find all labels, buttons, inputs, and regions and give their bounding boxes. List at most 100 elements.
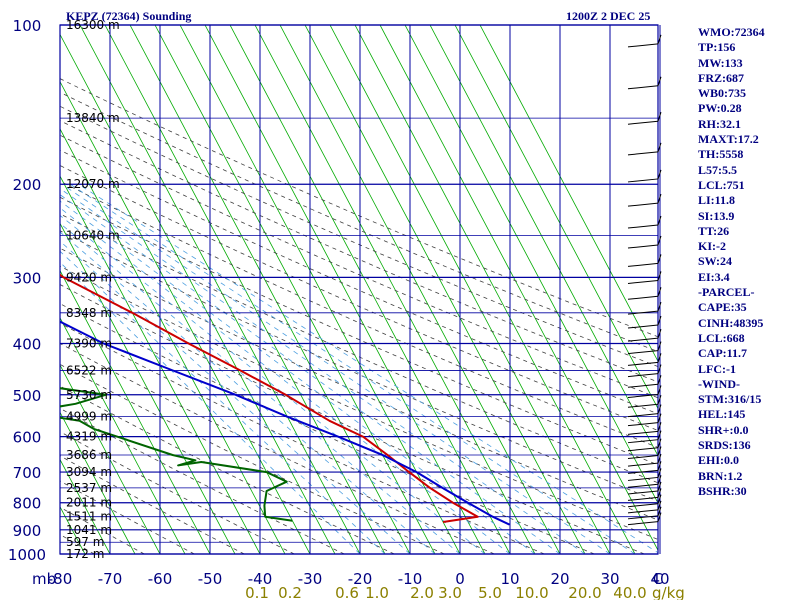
wind-barb-shaft — [627, 324, 659, 329]
isotherm-line — [354, 25, 636, 554]
wind-barb-feather — [657, 254, 662, 264]
wind-barb-feather — [657, 315, 662, 326]
temperature-tick-label: -80 — [48, 570, 73, 588]
wind-barb-feather — [657, 112, 662, 122]
wind-barb-shaft — [627, 509, 659, 514]
isotherm-line — [60, 458, 111, 554]
isotherm-line — [379, 25, 658, 552]
wind-barb-feather — [657, 488, 662, 498]
wind-barb-feather — [657, 235, 662, 246]
moist-adiabat-line — [61, 183, 611, 554]
isotherm-line — [60, 175, 261, 554]
wind-barb-shaft — [627, 430, 659, 435]
sounding-index-item: MAXT:17.2 — [698, 132, 759, 147]
wind-barb-feather — [657, 329, 662, 339]
sounding-index-item: CINH:48395 — [698, 315, 764, 330]
wind-barb-shaft — [627, 383, 659, 388]
isotherm-line — [404, 25, 658, 504]
moist-adiabat-line — [60, 194, 561, 554]
isotherm-line — [479, 25, 658, 363]
wind-barb-shaft — [627, 178, 659, 183]
sounding-index-item: LCL:668 — [698, 330, 745, 345]
wind-barbs — [627, 34, 662, 526]
wind-barb-shaft — [627, 439, 659, 444]
sounding-index-item: HEL:145 — [698, 407, 746, 422]
wind-barb-feather — [657, 512, 662, 522]
sounding-index-item: STM:316/15 — [698, 392, 762, 407]
wind-barb-shaft — [627, 224, 659, 229]
height-label: 9420 m — [66, 270, 112, 284]
height-label: 4999 m — [66, 410, 112, 424]
sounding-index-item: MW:133 — [698, 55, 743, 70]
sounding-index-item: BRN:1.2 — [698, 468, 743, 483]
isotherm-line — [204, 25, 486, 554]
sounding-index-item: CAP:11.7 — [698, 346, 747, 361]
mixing-ratio-unit-label: g/kg — [652, 584, 685, 600]
wind-barb-shaft — [627, 422, 659, 427]
pressure-tick-label: 900 — [13, 522, 42, 540]
mixing-ratio-label: 3.0 — [438, 584, 462, 600]
wind-barb-feather — [657, 395, 662, 405]
sounding-index-item: TT:26 — [698, 223, 730, 238]
height-label: 3094 m — [66, 465, 112, 479]
sounding-index-item: CAPE:35 — [698, 300, 747, 315]
wind-barb-shaft — [627, 496, 659, 501]
isotherm-line — [179, 25, 461, 554]
temperature-tick-label: -40 — [248, 570, 273, 588]
wind-barb-shaft — [627, 455, 659, 460]
height-label: 16300 m — [66, 18, 120, 32]
wind-barb-feather — [657, 453, 662, 464]
pressure-tick-label: 700 — [13, 464, 42, 482]
temperature-tick-label: C — [653, 570, 663, 588]
wind-barb-feather — [657, 461, 662, 471]
parcel-profile-line — [60, 320, 510, 526]
wind-barb-feather — [657, 353, 662, 363]
wind-barb-feather — [657, 385, 662, 395]
wind-barb-shaft — [627, 469, 659, 474]
wind-barb-feather — [657, 271, 662, 281]
mixing-ratio-label: 2.0 — [410, 584, 434, 600]
wind-barb-feather — [657, 287, 662, 297]
sounding-index-item: TP:156 — [698, 40, 736, 55]
wind-barb-shaft — [627, 244, 659, 249]
pressure-tick-label: 600 — [13, 429, 42, 447]
height-label: 8348 m — [66, 306, 112, 320]
isotherm-line — [454, 25, 658, 410]
pressure-tick-label: 1000 — [8, 546, 46, 564]
height-label: 3686 m — [66, 448, 112, 462]
profile-lines — [60, 273, 510, 526]
temperature-tick-label: -70 — [98, 570, 123, 588]
wind-barb-feather — [657, 475, 662, 485]
sounding-index-item: -PARCEL- — [698, 285, 755, 300]
sounding-index-item: KI:-2 — [698, 239, 726, 254]
wind-barb-shaft — [627, 202, 659, 207]
sounding-index-item: WB0:735 — [698, 86, 746, 101]
isotherm-line — [104, 25, 386, 554]
height-label: 2537 m — [66, 481, 112, 495]
height-label: 5730 m — [66, 388, 112, 402]
temperature-tick-label: 10 — [500, 570, 519, 588]
sounding-index-item: LI:11.8 — [698, 193, 736, 208]
moist-adiabat-line — [60, 240, 411, 554]
wind-barb-shaft — [627, 483, 659, 488]
sounding-index-item: LFC:-1 — [698, 361, 736, 376]
wind-barb-feather — [657, 494, 662, 504]
wind-barb-feather — [657, 375, 662, 385]
isotherm-line — [60, 316, 186, 554]
wind-barb-shaft — [627, 462, 659, 467]
pressure-tick-label: 500 — [13, 387, 42, 405]
temperature-tick-label: 40 — [650, 570, 669, 588]
temperature-tick-label: -50 — [198, 570, 223, 588]
pressure-tick-label: 800 — [13, 495, 42, 513]
wind-barb-shaft — [627, 151, 659, 156]
mixing-ratio-label: 40.0 — [613, 584, 646, 600]
isotherm-line — [304, 25, 586, 554]
isotherm-line — [0, 25, 10, 554]
pressure-temperature-grid — [59, 24, 661, 555]
pressure-tick-label: 100 — [13, 17, 42, 35]
isotherm-line — [154, 25, 436, 554]
wind-barb-shaft — [627, 120, 659, 125]
sounding-time: 1200Z 2 DEC 25 — [566, 9, 651, 23]
sounding-index-item: L57:5.5 — [698, 162, 737, 177]
temperature-tick-label: 30 — [600, 570, 619, 588]
